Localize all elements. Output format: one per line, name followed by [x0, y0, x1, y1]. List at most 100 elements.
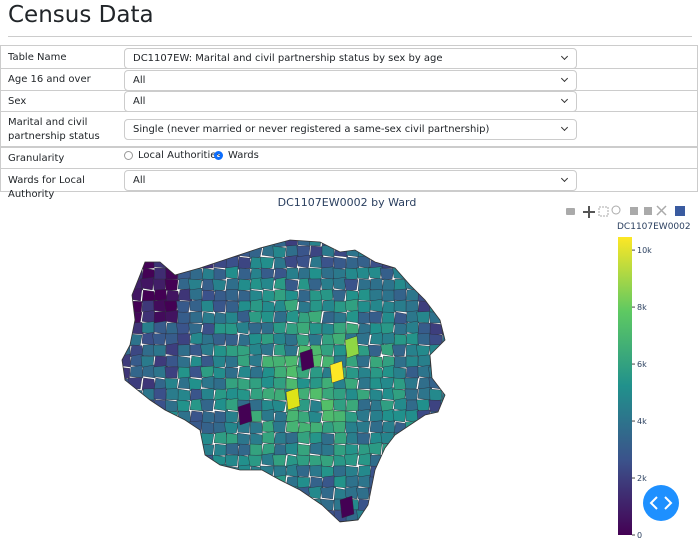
ward: [247, 508, 263, 522]
ward: [393, 322, 408, 336]
ward: [260, 476, 275, 489]
ward: [153, 465, 167, 479]
ward: [332, 276, 347, 291]
ward: [345, 309, 360, 324]
ward: [284, 278, 299, 292]
ward: [345, 399, 360, 412]
ward: [177, 443, 191, 456]
ward: [440, 277, 445, 291]
ward: [369, 278, 384, 291]
ward: [345, 298, 359, 313]
ward: [417, 332, 431, 346]
ward: [309, 442, 323, 456]
ward: [393, 453, 407, 467]
ward: [225, 498, 239, 512]
ward: [379, 267, 395, 280]
ward: [188, 244, 203, 258]
box-select-icon[interactable]: [598, 206, 609, 217]
dropdown[interactable]: All: [124, 170, 577, 191]
ward: [129, 398, 144, 412]
ward: [165, 355, 179, 368]
ward: [355, 332, 371, 346]
ward: [249, 432, 263, 447]
ward: [225, 410, 239, 424]
ward: [381, 408, 396, 423]
pan-icon[interactable]: [583, 206, 595, 218]
ward: [369, 245, 384, 258]
radio-label: Wards: [228, 150, 259, 161]
ward: [164, 520, 179, 522]
ward: [356, 432, 371, 445]
ward: [141, 321, 155, 335]
ward: [129, 255, 143, 269]
code-toggle-button[interactable]: [643, 485, 679, 521]
radio-dot: [214, 151, 223, 160]
zoom-in-icon[interactable]: [630, 207, 638, 215]
radio-option[interactable]: Local Authorities: [124, 150, 222, 161]
form-row: Wards for Local Authority All: [0, 169, 698, 200]
ward: [122, 465, 131, 478]
ward: [165, 476, 179, 490]
ward: [429, 354, 444, 368]
ward: [429, 454, 444, 467]
plotly-logo[interactable]: [675, 206, 685, 216]
ward: [356, 520, 371, 522]
ward: [165, 465, 180, 478]
ward: [141, 509, 156, 522]
ward: [247, 454, 263, 467]
ward: [429, 300, 443, 314]
ward: [260, 277, 275, 291]
form-row: Sex All: [0, 91, 698, 112]
ward: [417, 265, 431, 280]
ward: [152, 420, 167, 434]
ward: [319, 288, 335, 302]
ward: [339, 495, 355, 519]
ward: [333, 465, 347, 478]
ward: [224, 421, 239, 435]
dropdown[interactable]: All: [124, 91, 577, 112]
ward: [441, 311, 445, 324]
ward: [309, 387, 323, 401]
form-row: Granularity Local Authorities Wards: [0, 147, 698, 169]
lasso-icon[interactable]: [611, 205, 621, 215]
reset-icon[interactable]: [656, 205, 667, 216]
ward: [213, 410, 228, 424]
ward: [141, 475, 156, 489]
ward: [381, 498, 397, 511]
camera-icon[interactable]: [566, 208, 575, 215]
ward: [176, 399, 191, 413]
colorbar-tick-label: 8k: [637, 303, 647, 312]
ward: [429, 267, 443, 281]
ward: [441, 343, 445, 357]
ward: [248, 240, 263, 247]
ward: [381, 245, 396, 259]
ward-map[interactable]: [116, 233, 456, 534]
zoom-out-icon[interactable]: [644, 207, 652, 215]
dropdown[interactable]: Single (never married or never registere…: [124, 119, 577, 140]
ward: [188, 509, 203, 522]
ward: [393, 443, 408, 457]
ward: [321, 475, 336, 489]
ward: [428, 256, 443, 269]
modebar[interactable]: [566, 205, 685, 218]
ward: [249, 377, 263, 390]
ward: [201, 421, 215, 435]
ward: [153, 344, 167, 357]
dropdown[interactable]: DC1107EW: Marital and civil partnership …: [124, 47, 577, 69]
ward: [429, 498, 444, 513]
ward: [122, 266, 131, 280]
ward: [189, 240, 203, 248]
ward: [177, 421, 192, 435]
radio-option[interactable]: Wards: [214, 150, 259, 161]
ward: [176, 432, 191, 446]
ward: [321, 409, 336, 423]
ward: [237, 278, 252, 292]
ward: [405, 432, 421, 445]
ward: [235, 321, 251, 335]
ward: [212, 278, 227, 292]
dropdown[interactable]: All: [124, 69, 577, 91]
ward: [141, 256, 155, 270]
ward: [307, 485, 323, 500]
ward: [200, 365, 215, 379]
ward: [307, 240, 323, 247]
